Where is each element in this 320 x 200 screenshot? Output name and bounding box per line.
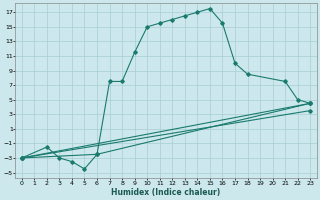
X-axis label: Humidex (Indice chaleur): Humidex (Indice chaleur) <box>111 188 220 197</box>
